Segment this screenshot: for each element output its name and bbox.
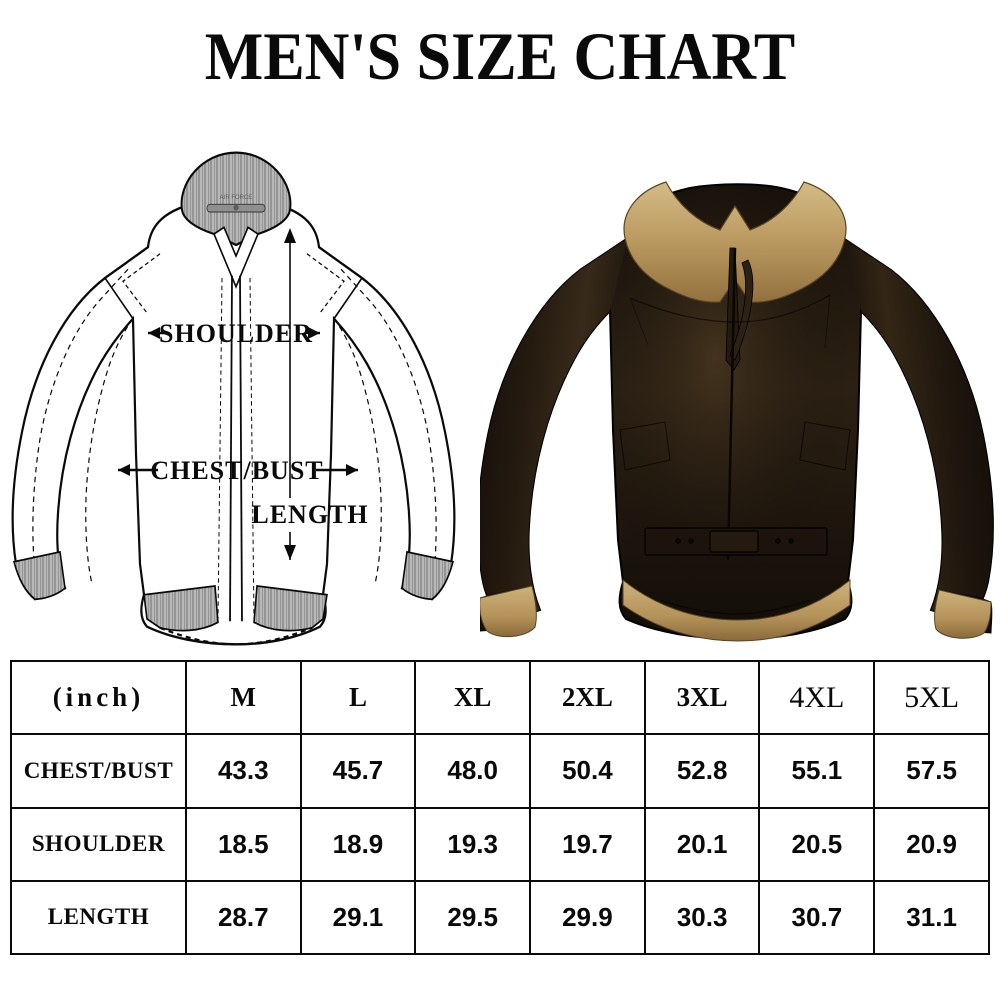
svg-text:CHEST/BUST: CHEST/BUST bbox=[150, 456, 323, 485]
svg-text:AIR FORCE: AIR FORCE bbox=[220, 194, 253, 201]
svg-text:LENGTH: LENGTH bbox=[251, 500, 368, 529]
